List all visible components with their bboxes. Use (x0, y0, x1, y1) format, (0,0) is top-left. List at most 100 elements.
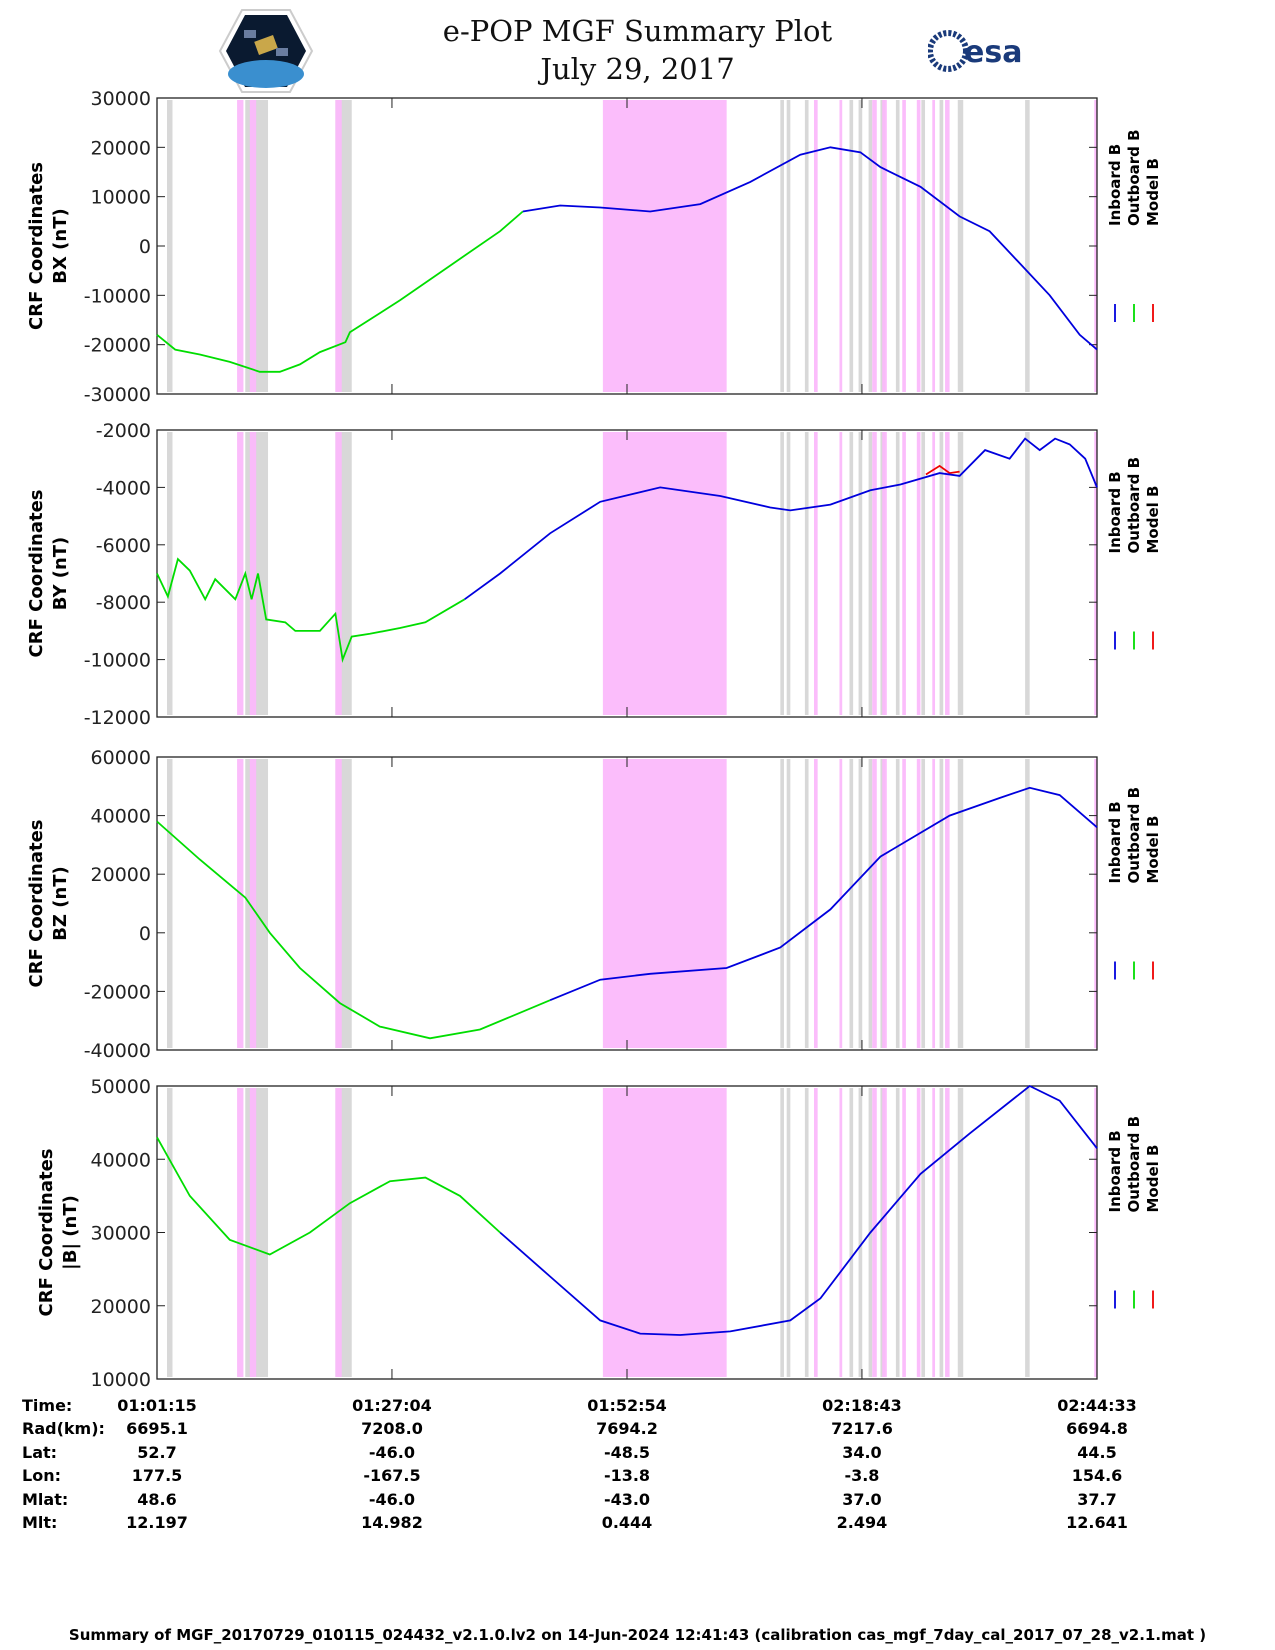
legend-label: Inboard B (1106, 471, 1124, 553)
series-line-model-b (925, 464, 960, 476)
gray-shade-band (868, 432, 873, 715)
y-tick-label: -20000 (84, 981, 151, 1003)
legend-label: Model B (1144, 816, 1162, 884)
pink-shade-band (249, 1088, 257, 1377)
table-cell: -167.5 (363, 1466, 421, 1486)
y-axis-label: CRF Coordinates (26, 162, 47, 330)
pink-shade-band (872, 759, 877, 1048)
y-tick-label: -10000 (84, 650, 151, 672)
legend-label: Outboard B (1125, 1116, 1143, 1213)
pink-shade-band (916, 100, 921, 392)
table-cell: 7694.2 (596, 1419, 658, 1439)
gray-shade-band (804, 1088, 809, 1377)
table-cell: 6694.8 (1066, 1419, 1128, 1439)
legend-label: Inboard B (1106, 144, 1124, 226)
pink-shade-band (916, 432, 921, 715)
cassiope-logo (218, 9, 314, 93)
esa-logo: esa (928, 30, 1022, 72)
gray-shade-band (1025, 432, 1030, 715)
gray-shade-band (895, 1088, 900, 1377)
gray-shade-band (939, 1088, 944, 1377)
pink-shade-band (932, 100, 936, 392)
legend-label: Outboard B (1125, 457, 1143, 554)
pink-shade-band (335, 100, 342, 392)
gray-shade-band (804, 432, 809, 715)
gray-shade-band (786, 1088, 791, 1377)
gray-shade-band (786, 759, 791, 1048)
table-cell: 01:52:54 (587, 1396, 667, 1415)
y-axis-label: BZ (nT) (50, 866, 71, 941)
table-row-label: Lat: (22, 1442, 58, 1462)
pink-shade-band (945, 759, 950, 1048)
panel-3: 60000 40000 20000 0 -20000 -40000 CRF Coordina… (26, 747, 1162, 1062)
legend-label: Model B (1144, 486, 1162, 554)
series-line-outboard-b (156, 820, 551, 1040)
gray-shade-band (167, 432, 173, 715)
plot-title: e-POP MGF Summary Plot (442, 14, 833, 48)
gray-shade-band (849, 1088, 854, 1377)
y-axis-label: BX (nT) (50, 208, 71, 283)
pink-shade-band (813, 759, 818, 1048)
y-tick-label: -40000 (84, 1040, 151, 1062)
gray-shade-band (1025, 100, 1030, 392)
pink-shade-band (932, 432, 936, 715)
gray-shade-band (849, 432, 854, 715)
table-row-label: Mlat: (22, 1489, 69, 1509)
table-cell: 02:44:33 (1057, 1396, 1137, 1415)
pink-shade-band (813, 432, 818, 715)
y-tick-label: -4000 (96, 477, 151, 499)
panel-2: -2000 -4000 -6000 -8000 -10000 -12000 CRF Coor… (26, 420, 1162, 729)
pink-shade-band (1094, 759, 1097, 1048)
gray-shade-band (921, 432, 926, 715)
table-cell: 12.197 (126, 1513, 188, 1532)
y-tick-label: 30000 (91, 88, 151, 110)
gray-shade-band (780, 1088, 784, 1377)
table-cell: 14.982 (361, 1513, 423, 1532)
gray-shade-band (849, 759, 854, 1048)
pink-shade-band (1094, 432, 1097, 715)
pink-shade-band (932, 1088, 936, 1377)
y-tick-label: -12000 (84, 707, 151, 729)
pink-shade-band (902, 100, 906, 392)
y-axis-label: CRF Coordinates (26, 820, 47, 988)
series-line-outboard-b (156, 210, 524, 373)
gray-shade-band (895, 759, 900, 1048)
legend-label: Outboard B (1125, 787, 1143, 884)
gray-shade-band (786, 100, 791, 392)
pink-shade-band (872, 432, 877, 715)
pink-shade-band (916, 1088, 921, 1377)
table-cell: -46.0 (368, 1489, 416, 1509)
pink-shade-band (249, 759, 257, 1048)
table-row-label: Rad(km): (22, 1419, 105, 1439)
gray-shade-band (245, 100, 269, 392)
pink-shade-band (916, 759, 921, 1048)
pink-shade-band (945, 432, 950, 715)
table-cell: 01:01:15 (117, 1396, 197, 1415)
pink-shade-band (237, 759, 244, 1048)
table-cell: 0.444 (601, 1513, 653, 1532)
table-cell: -13.8 (603, 1466, 651, 1486)
pink-shade-band (335, 759, 342, 1048)
table-cell: 12.641 (1066, 1513, 1128, 1532)
series-line-inboard-b (499, 1084, 1098, 1336)
y-tick-label: 0 (139, 923, 151, 945)
gray-shade-band (957, 432, 964, 715)
pink-shade-band (335, 1088, 342, 1377)
legend-label: Inboard B (1106, 1130, 1124, 1212)
legend-label: Outboard B (1125, 129, 1143, 226)
pink-shade-band (237, 432, 244, 715)
gray-shade-band (957, 100, 964, 392)
svg-text:esa: esa (964, 35, 1022, 70)
table-cell: 7208.0 (361, 1419, 423, 1439)
pink-shade-band (872, 1088, 877, 1377)
series-line-inboard-b (464, 437, 1098, 601)
table-row-label: Time: (22, 1396, 73, 1415)
pink-shade-band (839, 100, 843, 392)
gray-shade-band (804, 759, 809, 1048)
pink-shade-band (602, 100, 727, 392)
orbit-info-table: Time: Rad(km): Lat: Lon: Mlat: Mlt: 01:01:15 66… (0, 1396, 1275, 1536)
y-tick-label: 30000 (91, 1223, 151, 1245)
table-cell: 34.0 (842, 1442, 882, 1462)
pink-shade-band (813, 1088, 818, 1377)
